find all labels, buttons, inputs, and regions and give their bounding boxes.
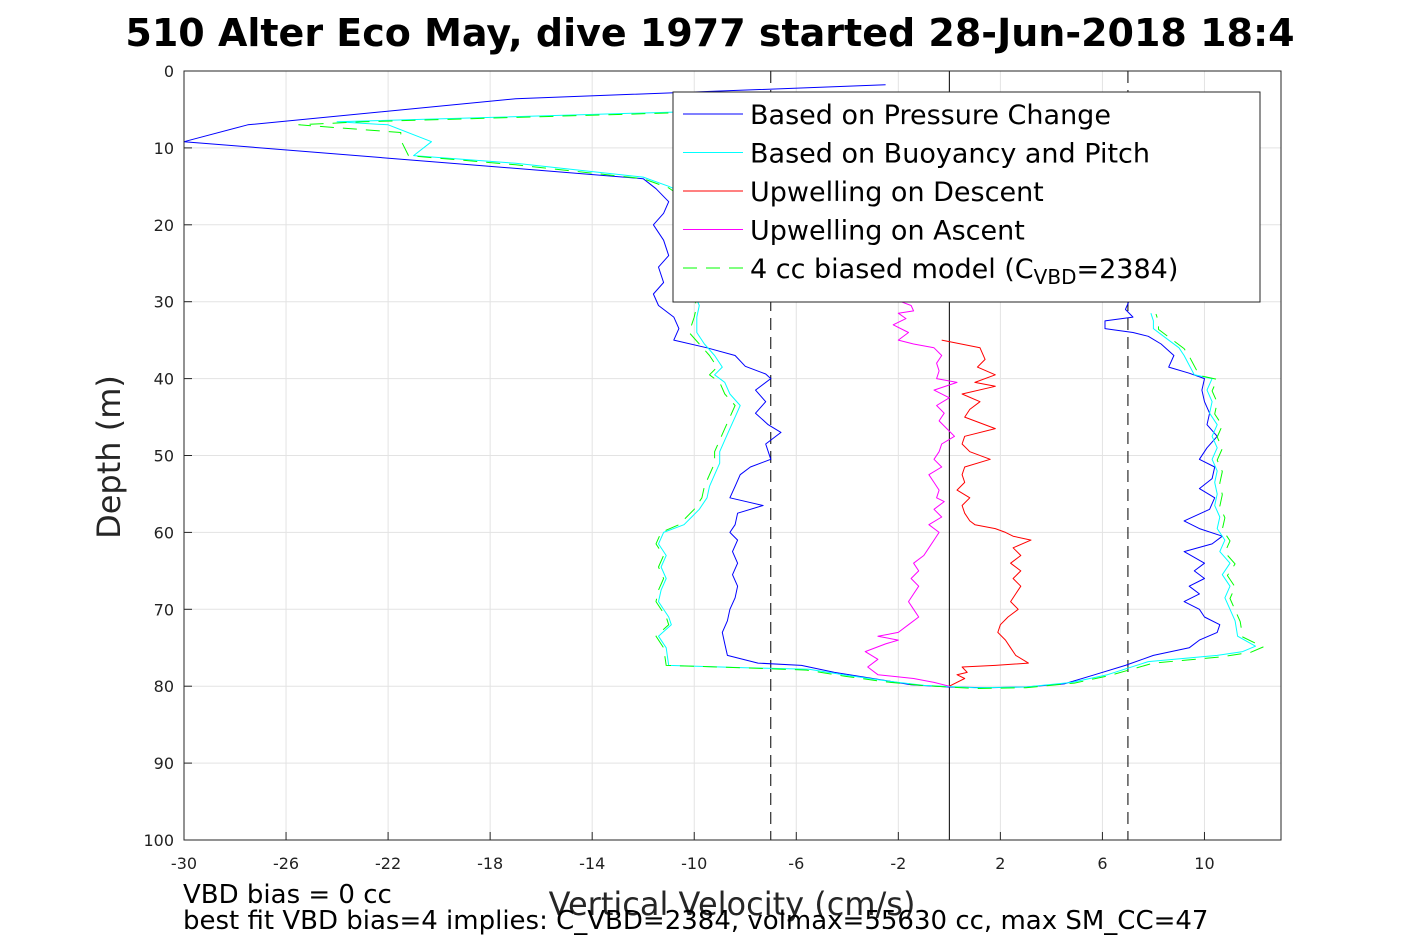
y-tick-label: 40 <box>154 370 174 389</box>
x-tick-label: 6 <box>1097 854 1107 873</box>
y-axis-ticks: 0 10 20 30 40 50 60 70 80 90 100 <box>143 62 192 850</box>
legend-label-4: 4 cc biased model (CVBD=2384) <box>750 254 1178 289</box>
y-tick-label: 70 <box>154 600 174 619</box>
legend: Based on Pressure Change Based on Buoyanc… <box>672 91 1261 303</box>
legend-label-2: Upwelling on Descent <box>750 177 1044 208</box>
legend-label-3: Upwelling on Ascent <box>750 216 1025 247</box>
y-tick-label: 20 <box>154 216 174 235</box>
y-tick-label: 10 <box>154 139 174 158</box>
footer-best-fit-note: best fit VBD bias=4 implies: C_VBD=2384,… <box>183 906 1208 936</box>
footer-bias-note: VBD bias = 0 cc <box>183 880 392 910</box>
y-tick-label: 30 <box>154 293 174 312</box>
x-axis-ticks: -30 -26 -22 -18 -14 -10 -6 -2 2 6 10 <box>171 832 1215 873</box>
chart-title: 510 Alter Eco May, dive 1977 started 28-… <box>125 11 1294 55</box>
y-tick-label: 50 <box>154 447 174 466</box>
x-tick-label: -6 <box>788 854 804 873</box>
y-tick-label: 60 <box>154 523 174 542</box>
y-tick-label: 0 <box>164 62 174 81</box>
x-tick-label: -18 <box>477 854 503 873</box>
series-line-0 <box>183 84 1223 689</box>
x-tick-label: -26 <box>273 854 299 873</box>
series-line-2 <box>941 339 1032 687</box>
legend-label-0: Based on Pressure Change <box>750 100 1111 131</box>
y-axis-label: Depth (m) <box>90 375 128 539</box>
x-tick-label: 2 <box>995 854 1005 873</box>
x-tick-label: -14 <box>579 854 605 873</box>
y-tick-label: 100 <box>143 831 174 850</box>
x-tick-label: -30 <box>171 854 197 873</box>
series-line-3 <box>864 301 958 687</box>
y-tick-label: 80 <box>154 677 174 696</box>
y-tick-label: 90 <box>154 754 174 773</box>
legend-box <box>672 91 1261 303</box>
x-tick-label: -22 <box>375 854 401 873</box>
x-tick-label: 10 <box>1194 854 1214 873</box>
series-line-4 <box>298 105 1264 689</box>
x-tick-label: -10 <box>681 854 707 873</box>
x-axis-label: Vertical Velocity (cm/s) <box>549 885 916 923</box>
legend-label-1: Based on Buoyancy and Pitch <box>750 139 1150 170</box>
x-tick-label: -2 <box>890 854 906 873</box>
